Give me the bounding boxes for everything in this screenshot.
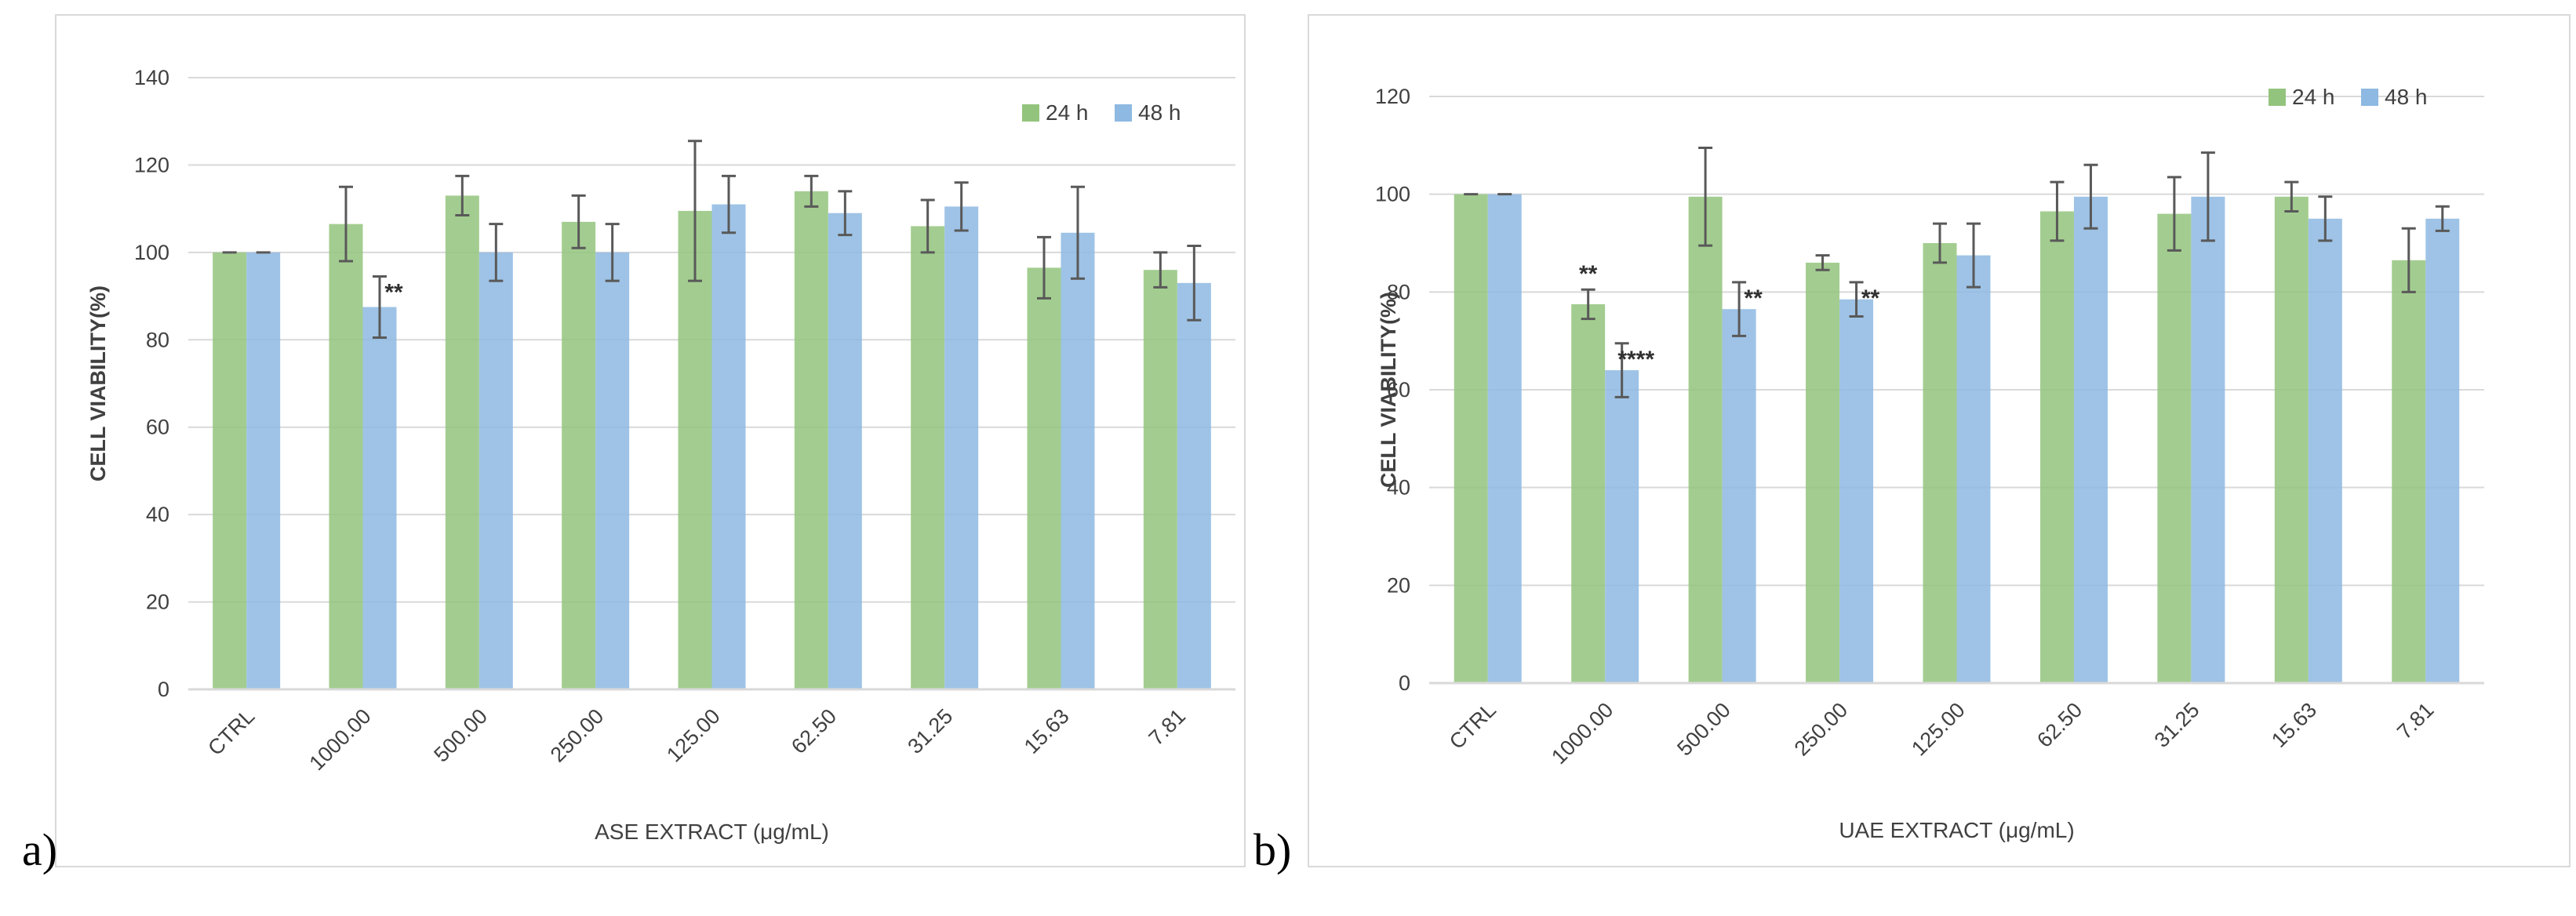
y-tick-label: 20 xyxy=(1387,573,1410,597)
y-axis-title: CELL VIABILITY(%) xyxy=(1377,292,1400,488)
chart-a-frame xyxy=(55,14,1246,867)
bar-24h xyxy=(1143,270,1177,690)
y-tick-label: 60 xyxy=(1387,378,1410,402)
category-label: 7.81 xyxy=(1144,704,1190,750)
x-axis-title: UAE EXTRACT (μg/mL) xyxy=(1839,818,2074,842)
legend-swatch-48h xyxy=(1115,104,1132,122)
bar-48h xyxy=(1839,299,1874,683)
category-label: CTRL xyxy=(203,704,259,760)
bar-24h xyxy=(1688,196,1723,684)
bar-24h xyxy=(329,224,363,690)
category-label: 31.25 xyxy=(2150,698,2204,752)
bar-24h xyxy=(911,226,945,689)
legend-swatch-24h xyxy=(2269,89,2286,106)
bar-48h xyxy=(1605,370,1639,683)
y-tick-label: 0 xyxy=(1399,671,1410,695)
category-label: 125.00 xyxy=(1907,698,1970,761)
y-tick-label: 40 xyxy=(146,503,169,526)
legend-label: 48 h xyxy=(1138,100,1181,125)
bar-48h xyxy=(1956,255,1991,683)
category-label: 15.63 xyxy=(2267,698,2321,752)
y-tick-label: 80 xyxy=(1387,280,1410,304)
category-label: 1000.00 xyxy=(305,704,376,775)
bar-24h xyxy=(2039,211,2074,683)
bar-24h xyxy=(794,191,828,689)
bar-48h xyxy=(2425,218,2460,683)
significance-label: ** xyxy=(1744,285,1763,311)
bar-48h xyxy=(2308,218,2342,683)
y-tick-label: 20 xyxy=(146,591,169,614)
y-tick-label: 120 xyxy=(1375,85,1410,108)
bar-48h xyxy=(1487,194,1522,683)
category-label: 15.63 xyxy=(1020,704,1074,758)
panel-label-a: a) xyxy=(22,824,58,875)
y-tick-label: 40 xyxy=(1387,476,1410,500)
significance-label: ** xyxy=(1579,261,1598,287)
significance-label: ** xyxy=(1861,285,1880,311)
bar-48h xyxy=(711,204,746,689)
category-label: CTRL xyxy=(1445,698,1501,754)
bar-48h xyxy=(478,252,513,689)
category-label: 62.50 xyxy=(787,704,841,758)
bar-24h xyxy=(2274,196,2309,684)
bar-24h xyxy=(1806,262,1840,683)
bar-24h xyxy=(1454,194,1488,683)
category-label: 125.00 xyxy=(662,704,725,767)
bar-24h xyxy=(2392,260,2426,684)
bar-48h xyxy=(595,252,630,689)
category-label: 1000.00 xyxy=(1547,698,1617,769)
legend-swatch-24h xyxy=(1022,104,1039,122)
category-label: 7.81 xyxy=(2392,698,2438,743)
category-label: 500.00 xyxy=(1672,698,1735,761)
chart-b-frame xyxy=(1308,14,2571,867)
category-label: 250.00 xyxy=(1790,698,1853,761)
bar-48h xyxy=(1061,232,1095,689)
bar-48h xyxy=(828,213,862,689)
bar-48h xyxy=(944,206,979,689)
x-axis-title: ASE EXTRACT (μg/mL) xyxy=(595,820,829,844)
y-tick-label: 100 xyxy=(1375,183,1410,206)
bar-24h xyxy=(1571,304,1606,683)
y-tick-label: 140 xyxy=(134,66,169,89)
chart-a: 0 20 40 60 80 100 120 140 ** CTRL 1000.00 500.00 250… xyxy=(86,66,1235,844)
bar-24h xyxy=(562,221,596,689)
significance-label: ** xyxy=(384,280,403,306)
y-tick-label: 60 xyxy=(146,416,169,439)
bar-24h xyxy=(1923,243,1957,683)
y-tick-label: 120 xyxy=(134,153,169,176)
category-label: 250.00 xyxy=(546,704,609,767)
bar-48h xyxy=(2073,196,2108,684)
bar-24h xyxy=(445,195,479,689)
category-label: 62.50 xyxy=(2032,698,2087,752)
bar-48h xyxy=(362,307,397,689)
legend-swatch-48h xyxy=(2361,89,2378,106)
legend-label: 48 h xyxy=(2385,85,2428,109)
bar-24h xyxy=(213,252,247,689)
bar-24h xyxy=(678,210,712,689)
bar-24h xyxy=(1027,267,1061,689)
y-tick-label: 80 xyxy=(146,328,169,351)
legend-label: 24 h xyxy=(1046,100,1089,125)
y-tick-label: 100 xyxy=(134,241,169,264)
panel-label-b: b) xyxy=(1253,824,1292,875)
category-label: 31.25 xyxy=(903,704,957,758)
bar-24h xyxy=(2157,213,2192,684)
significance-label: **** xyxy=(1617,347,1654,373)
bar-48h xyxy=(246,252,281,689)
bar-48h xyxy=(1177,282,1211,689)
category-label: 500.00 xyxy=(429,704,492,767)
bar-48h xyxy=(1722,309,1756,683)
y-axis-title: CELL VIABILITY(%) xyxy=(86,285,110,482)
legend-label: 24 h xyxy=(2292,85,2335,109)
y-tick-label: 0 xyxy=(158,678,169,701)
bar-48h xyxy=(2191,196,2225,684)
